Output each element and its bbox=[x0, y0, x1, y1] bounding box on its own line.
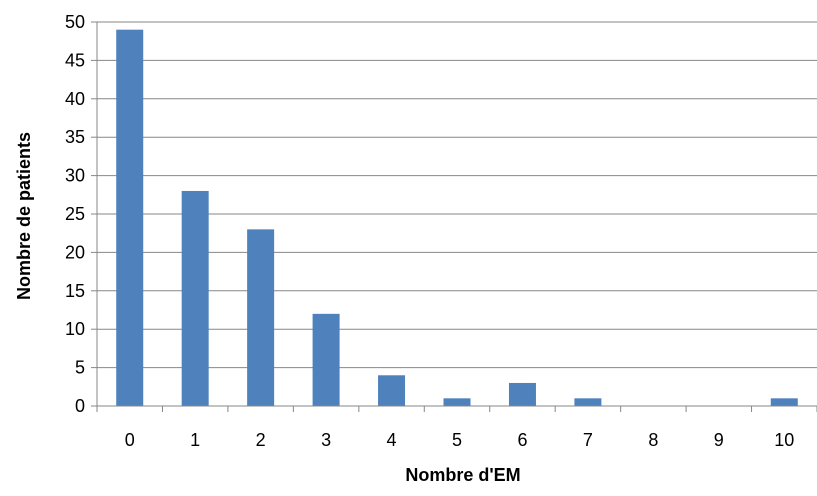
y-tick-label: 25 bbox=[65, 204, 85, 224]
y-tick-label: 5 bbox=[75, 358, 85, 378]
gridlines bbox=[97, 21, 817, 369]
x-axis-ticks: 0 1 2 3 4 5 6 7 8 9 10 bbox=[96, 406, 817, 450]
bar-0 bbox=[116, 29, 144, 407]
x-tick-label: 8 bbox=[648, 430, 658, 450]
bar-5 bbox=[443, 398, 471, 406]
x-tick-label: 6 bbox=[517, 430, 527, 450]
y-tick-label: 40 bbox=[65, 89, 85, 109]
bar-4 bbox=[378, 375, 406, 406]
x-tick-label: 3 bbox=[321, 430, 331, 450]
y-tick-label: 10 bbox=[65, 319, 85, 339]
y-tick-label: 50 bbox=[65, 12, 85, 32]
bar-1 bbox=[181, 190, 209, 406]
x-tick-label: 2 bbox=[256, 430, 266, 450]
y-tick-label: 45 bbox=[65, 50, 85, 70]
y-axis-title: Nombre de patients bbox=[14, 132, 34, 300]
x-tick-label: 5 bbox=[452, 430, 462, 450]
bar-7 bbox=[574, 398, 602, 406]
x-tick-label: 10 bbox=[774, 430, 794, 450]
bar-6 bbox=[508, 382, 536, 406]
y-axis-ticks: 0 5 10 15 20 25 30 35 40 45 50 bbox=[65, 12, 97, 416]
bars bbox=[116, 29, 798, 407]
y-tick-label: 15 bbox=[65, 281, 85, 301]
x-tick-label: 0 bbox=[125, 430, 135, 450]
bar-3 bbox=[312, 313, 340, 406]
x-axis-title: Nombre d'EM bbox=[405, 465, 520, 485]
y-tick-label: 20 bbox=[65, 242, 85, 262]
y-tick-label: 35 bbox=[65, 127, 85, 147]
x-tick-label: 1 bbox=[190, 430, 200, 450]
bar-2 bbox=[247, 229, 275, 406]
y-tick-label: 30 bbox=[65, 166, 85, 186]
x-tick-label: 4 bbox=[387, 430, 397, 450]
y-tick-label: 0 bbox=[75, 396, 85, 416]
bar-10 bbox=[770, 398, 798, 406]
x-tick-label: 7 bbox=[583, 430, 593, 450]
x-tick-label: 9 bbox=[714, 430, 724, 450]
